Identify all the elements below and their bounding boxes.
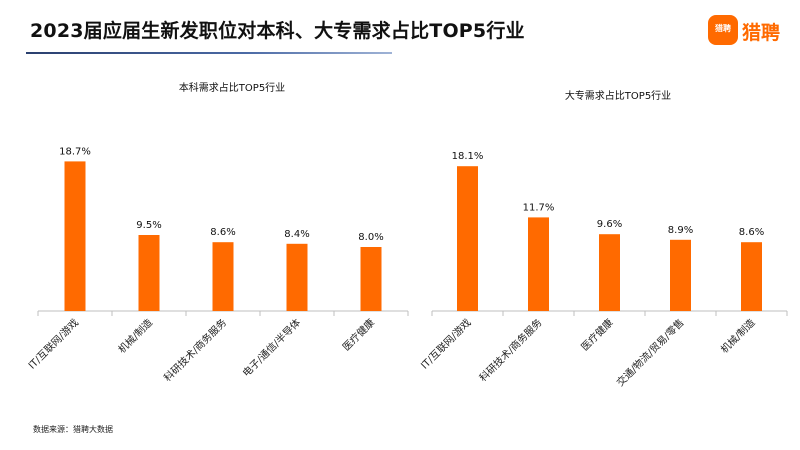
title-underline: [26, 52, 392, 54]
logo-badge-text: 猎聘: [715, 24, 731, 33]
data-source-note: 数据来源：猎聘大数据: [33, 425, 113, 434]
category-label: 机械/制造: [718, 316, 758, 356]
bar: [138, 235, 160, 311]
category-label: 电子/通信/半导体: [240, 316, 303, 379]
bar: [599, 234, 620, 311]
bar: [457, 166, 478, 311]
data-label: 8.4%: [284, 229, 309, 240]
bar: [64, 161, 86, 311]
data-label: 18.7%: [59, 146, 91, 157]
data-label: 8.6%: [739, 227, 764, 238]
logo-badge-icon: 猎聘: [708, 15, 738, 45]
data-label: 8.6%: [210, 227, 235, 238]
data-label: 9.6%: [597, 219, 622, 230]
chart-1: 本科需求占比TOP5行业 18.7% IT/互联网/游戏 9.5% 机械/制造 8.6% 科…: [25, 81, 409, 384]
page-title: 2023届应届生新发职位对本科、大专需求占比TOP5行业: [30, 20, 525, 42]
category-label: 医疗健康: [340, 316, 377, 353]
bar: [212, 242, 234, 311]
category-label: 科研技术/商务服务: [161, 316, 229, 384]
category-label: 机械/制造: [115, 316, 155, 356]
bar: [528, 217, 549, 311]
logo-text: 猎聘: [742, 22, 781, 44]
category-label: 交通/物流/贸易/零售: [614, 316, 687, 389]
bar: [360, 247, 382, 311]
category-label: 医疗健康: [578, 316, 615, 353]
category-label: IT/互联网/游戏: [25, 316, 81, 372]
data-label: 11.7%: [523, 202, 555, 213]
bar: [741, 242, 762, 311]
chart-title: 本科需求占比TOP5行业: [179, 81, 285, 94]
data-label: 18.1%: [452, 151, 484, 162]
bar: [670, 239, 691, 311]
data-label: 9.5%: [136, 220, 161, 231]
category-label: 科研技术/商务服务: [476, 316, 544, 384]
chart-2: 大专需求占比TOP5行业 18.1% IT/互联网/游戏 11.7% 科研技术/商务服务…: [418, 89, 788, 389]
chart-title: 大专需求占比TOP5行业: [565, 89, 671, 102]
data-label: 8.0%: [358, 232, 383, 243]
brand-logo: 猎聘 猎聘: [708, 15, 790, 47]
data-label: 8.9%: [668, 225, 693, 236]
bar: [286, 243, 308, 311]
category-label: IT/互联网/游戏: [418, 316, 474, 372]
